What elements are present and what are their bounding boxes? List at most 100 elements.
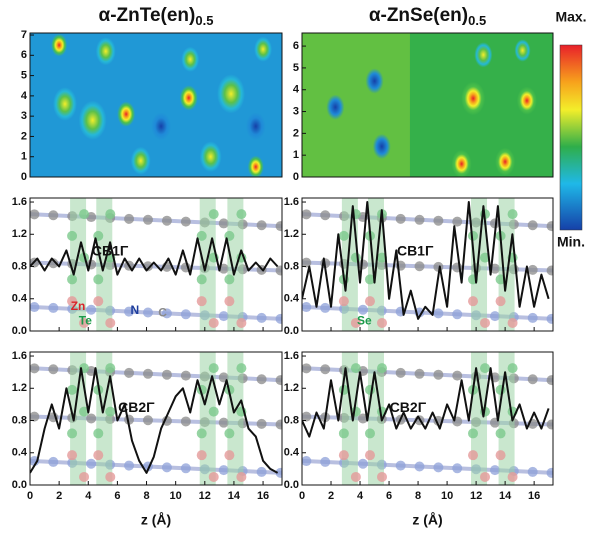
atom — [30, 302, 40, 313]
atom — [527, 466, 538, 477]
atom — [256, 374, 267, 385]
atom — [480, 363, 491, 374]
band-label: CB1Γ — [397, 243, 434, 259]
y-tick-label: 6 — [21, 49, 27, 61]
atom — [86, 458, 97, 469]
atom — [30, 363, 40, 374]
atom — [302, 411, 312, 422]
atom — [452, 463, 463, 474]
plot-frame — [29, 197, 283, 332]
atom — [67, 274, 78, 285]
x-tick-label: 4 — [357, 490, 364, 502]
y-tick-label: 1 — [293, 149, 299, 161]
panel-title: α-ZnTe(en)0.5 — [99, 5, 214, 28]
y-tick-label: 0.4 — [284, 293, 300, 305]
atom-label: Zn — [71, 299, 86, 313]
atom — [256, 312, 267, 323]
atom — [338, 296, 349, 307]
atom — [48, 302, 59, 313]
x-tick-label: 10 — [441, 490, 453, 502]
atom — [376, 363, 387, 374]
atom — [208, 209, 219, 220]
atom — [357, 304, 368, 315]
atom — [275, 265, 282, 276]
atom — [86, 304, 97, 315]
y-tick-label: 5 — [293, 62, 299, 74]
panel-title: α-ZnSe(en)0.5 — [369, 5, 486, 28]
atom — [236, 363, 247, 374]
density-blob — [372, 133, 391, 160]
y-tick-label: 7 — [21, 29, 27, 41]
density-blob — [95, 37, 116, 66]
atom — [275, 419, 282, 430]
atom — [105, 317, 116, 328]
atom — [468, 428, 479, 439]
plot-frame — [301, 351, 554, 486]
atom — [30, 209, 40, 220]
atom — [350, 252, 361, 263]
atom — [320, 210, 331, 221]
atom — [275, 313, 282, 324]
x-tick-label: 4 — [85, 490, 92, 502]
atom — [507, 317, 518, 328]
y-tick-label: 0.8 — [12, 414, 27, 426]
atom — [433, 369, 444, 380]
atom — [93, 450, 104, 461]
atom — [218, 417, 229, 428]
atom — [180, 309, 191, 320]
data-line — [302, 367, 550, 438]
atom — [364, 428, 375, 439]
atom — [105, 363, 116, 374]
x-tick-label: 12 — [199, 490, 211, 502]
atom — [489, 311, 500, 322]
atom — [105, 209, 116, 220]
atom — [256, 466, 267, 477]
x-tick-label: 0 — [27, 490, 33, 502]
atom — [224, 296, 235, 307]
density-blob — [130, 146, 151, 175]
plot-area — [302, 33, 553, 177]
atom — [357, 413, 368, 424]
atom — [527, 312, 538, 323]
atom — [414, 461, 425, 472]
atom — [480, 317, 491, 328]
density-blob — [461, 81, 486, 116]
title-main: α-ZnTe(en) — [99, 5, 196, 26]
atom — [376, 317, 387, 328]
atom — [338, 230, 349, 241]
atom — [236, 209, 247, 220]
y-tick-label: 0.4 — [12, 447, 28, 459]
y-tick-label: 0.4 — [284, 447, 300, 459]
density-blob — [51, 33, 68, 57]
atom — [302, 456, 312, 467]
band-label: CB1Γ — [92, 243, 129, 259]
atom — [364, 296, 375, 307]
atom — [350, 363, 361, 374]
atom — [196, 230, 207, 241]
band-label: CB2Γ — [390, 399, 427, 415]
y-tick-label: 0.0 — [284, 479, 299, 491]
y-tick-label: 1.6 — [284, 196, 299, 208]
colorbar-max: Max. — [555, 9, 586, 25]
density-blob — [179, 85, 198, 111]
y-tick-label: 1.2 — [284, 382, 299, 394]
atom — [302, 209, 312, 220]
atom — [48, 456, 59, 467]
atom — [180, 216, 191, 227]
plot-area — [30, 33, 282, 177]
x-axis-label: z (Å) — [412, 512, 442, 528]
density-blob — [365, 68, 384, 94]
y-tick-label: 5 — [21, 69, 27, 81]
x-tick-label: 14 — [228, 490, 241, 502]
atom — [468, 230, 479, 241]
atom-label: N — [131, 303, 140, 317]
atom-label: Se — [357, 313, 372, 327]
atom — [142, 415, 153, 426]
atom — [395, 460, 406, 471]
atom — [338, 450, 349, 461]
density-blob — [52, 87, 77, 121]
atom — [86, 413, 97, 424]
title-subscript: 0.5 — [468, 13, 486, 28]
atom — [350, 317, 361, 328]
